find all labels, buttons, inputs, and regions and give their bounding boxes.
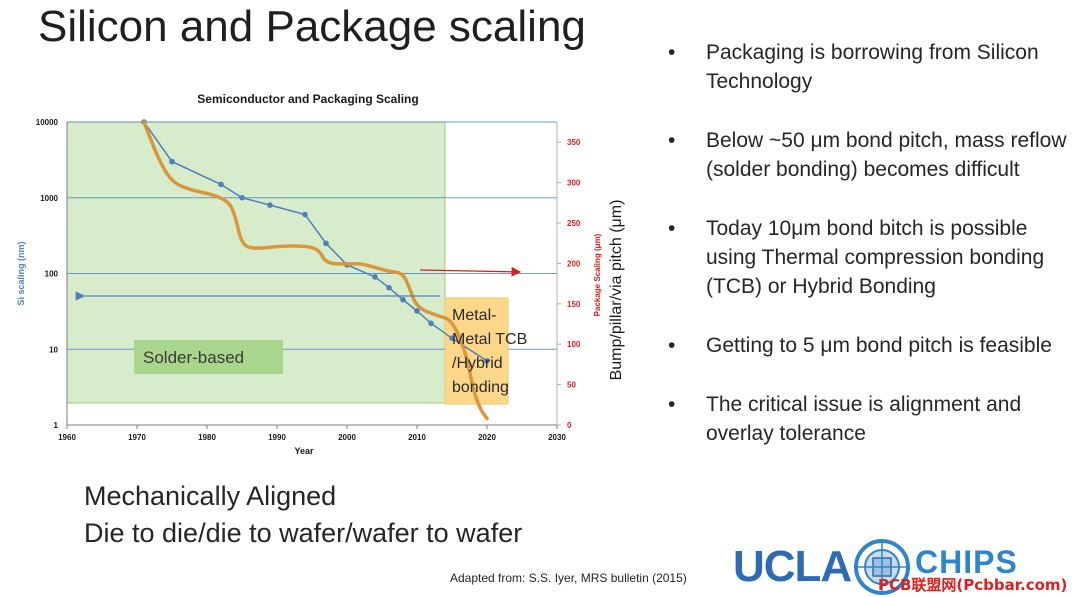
- ucla-logo: UCLA: [733, 542, 852, 591]
- y-left-tick-label: 10000: [36, 118, 59, 127]
- hybrid-region-label: /Hybrid: [452, 355, 503, 372]
- y-right-tick-label: 100: [567, 340, 581, 349]
- y-right-axis-label: Package Scaling (μm): [593, 233, 602, 316]
- y-right-tick-label: 0: [567, 421, 572, 430]
- x-tick-label: 2010: [408, 433, 426, 442]
- si-scaling-point: [323, 240, 329, 247]
- y-left-tick-label: 1: [54, 421, 59, 430]
- hybrid-region: [444, 297, 509, 405]
- si-scaling-point: [267, 202, 273, 208]
- y-left-tick-label: 10: [49, 345, 58, 354]
- si-scaling-point: [400, 296, 406, 303]
- hybrid-region-label: bonding: [452, 379, 509, 396]
- hybrid-region-label: Metal TCB: [452, 331, 527, 348]
- solder-region-label: Solder-based: [143, 348, 244, 367]
- logo-area: UCLA CHIPS PCB联盟网(Pcbbar.com): [733, 536, 1080, 597]
- y-right-tick-label: 250: [567, 219, 581, 228]
- x-tick-label: 2020: [478, 433, 496, 442]
- right-axis-arrow: [419, 267, 522, 277]
- si-scaling-point: [239, 194, 245, 201]
- x-tick-label: 1970: [128, 433, 146, 442]
- citation: Adapted from: S.S. Iyer, MRS bulletin (2…: [450, 571, 687, 585]
- y-left-tick-label: 100: [45, 270, 59, 279]
- si-scaling-point: [169, 158, 175, 165]
- die-to-die-line: Die to die/die to wafer/wafer to wafer: [84, 518, 523, 548]
- bullet-item: The critical issue is alignment and over…: [668, 390, 1068, 448]
- bullet-item: Below ~50 μm bond pitch, mass reflow (so…: [668, 126, 1068, 184]
- bullet-item: Getting to 5 μm bond pitch is feasible: [668, 331, 1068, 360]
- bullet-item: Today 10μm bond bitch is possible using …: [668, 214, 1068, 301]
- hybrid-region-label: Metal-: [452, 307, 496, 324]
- watermark: PCB联盟网(Pcbbar.com): [878, 576, 1068, 594]
- x-tick-label: 1960: [58, 433, 76, 442]
- y-right-tick-label: 50: [567, 381, 576, 390]
- si-scaling-point: [428, 320, 434, 327]
- si-scaling-point: [484, 358, 490, 364]
- alignment-text: Mechanically Aligned Die to die/die to w…: [84, 478, 522, 552]
- slide-title: Silicon and Package scaling: [38, 2, 586, 51]
- solder-label-box: [134, 340, 283, 374]
- scaling-chart: Semiconductor and Packaging Scaling Solde…: [16, 92, 625, 456]
- si-scaling-point: [372, 274, 378, 280]
- y-left-axis-label: Si scaling (nm): [16, 241, 26, 305]
- y-right-tick-label: 300: [567, 179, 581, 188]
- si-scaling-point: [386, 284, 392, 291]
- y-right-tick-label: 200: [567, 259, 581, 268]
- y-right-tick-label: 350: [567, 138, 581, 147]
- x-tick-label: 1990: [268, 433, 286, 442]
- si-scaling-point: [218, 181, 224, 188]
- x-axis-label: Year: [294, 446, 314, 456]
- y-right-axis-label-large: Bump/pillar/via pitch (μm): [608, 200, 625, 381]
- si-scaling-point: [449, 335, 455, 341]
- chart-title: Semiconductor and Packaging Scaling: [197, 92, 418, 106]
- bullet-list: Packaging is borrowing from Silicon Tech…: [668, 38, 1068, 448]
- si-scaling-point: [302, 211, 308, 218]
- package-scaling-line: [142, 120, 489, 421]
- x-tick-label: 1980: [198, 433, 216, 442]
- mechanically-aligned-line: Mechanically Aligned: [84, 481, 337, 511]
- x-tick-label: 2000: [338, 433, 356, 442]
- si-scaling-point: [414, 308, 420, 314]
- bullet-item: Packaging is borrowing from Silicon Tech…: [668, 38, 1068, 96]
- chips-logo: CHIPS: [915, 544, 1018, 580]
- y-right-tick-label: 150: [567, 300, 581, 309]
- chart-container: Semiconductor and Packaging Scaling Solde…: [0, 85, 640, 465]
- chip-globe-icon: [854, 539, 910, 595]
- x-tick-label: 2030: [548, 433, 566, 442]
- y-left-tick-label: 1000: [40, 194, 58, 203]
